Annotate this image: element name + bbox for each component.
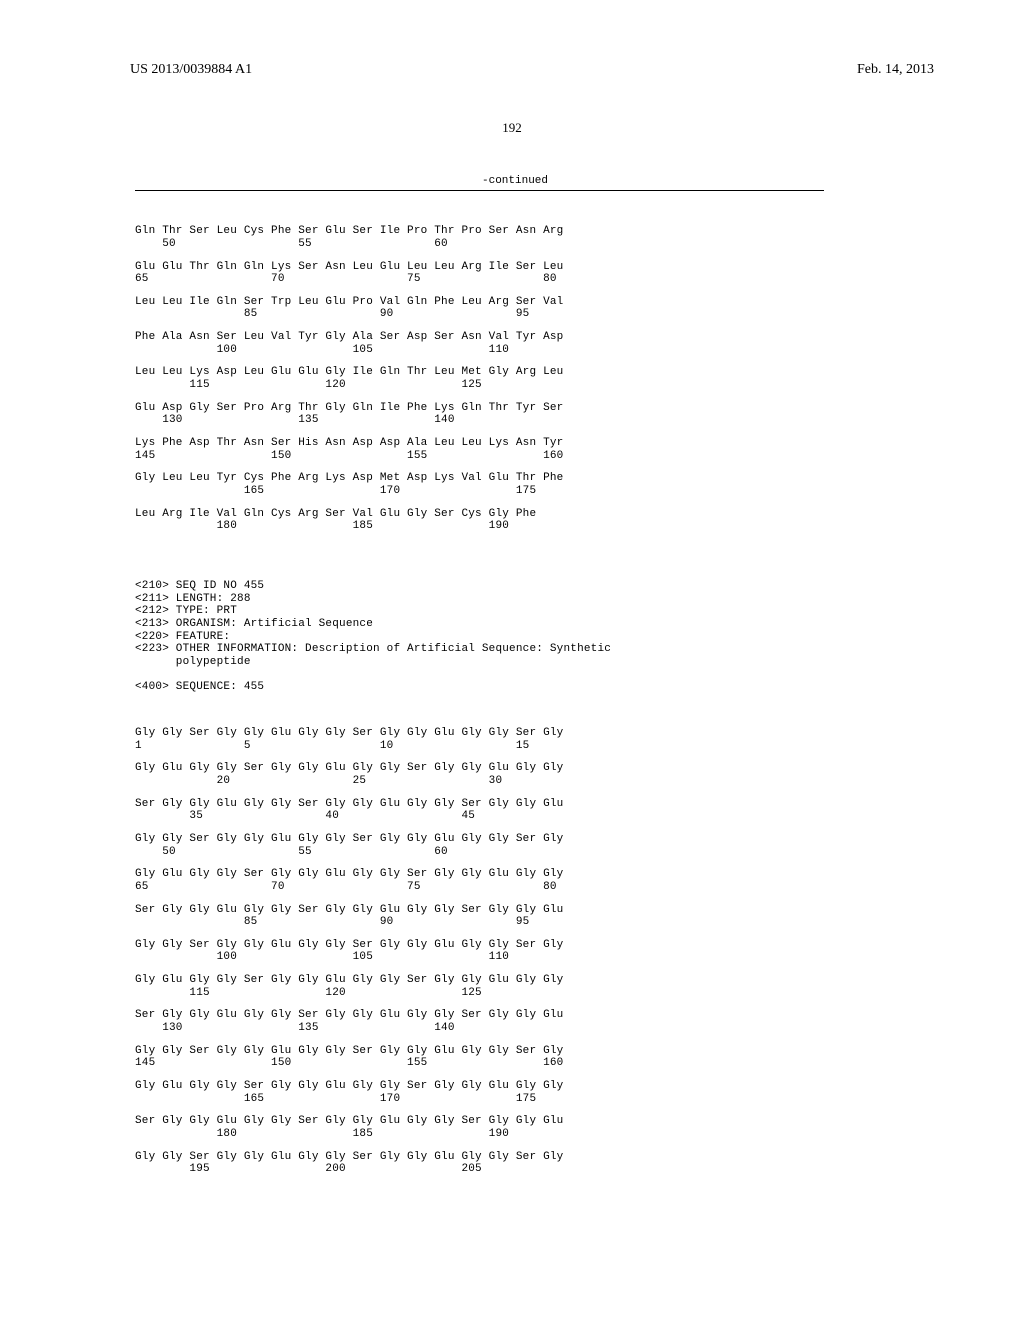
meta-line: <212> TYPE: PRT <box>135 605 824 618</box>
position-line: 50 55 60 <box>135 846 824 859</box>
sequence-row: Ser Gly Gly Glu Gly Gly Ser Gly Gly Glu … <box>135 904 824 929</box>
position-line: 20 25 30 <box>135 775 824 788</box>
amino-acid-line: Gly Gly Ser Gly Gly Glu Gly Gly Ser Gly … <box>135 1151 824 1164</box>
meta-line: <211> LENGTH: 288 <box>135 593 824 606</box>
sequence-row: Gly Glu Gly Gly Ser Gly Gly Glu Gly Gly … <box>135 1080 824 1105</box>
amino-acid-line: Ser Gly Gly Glu Gly Gly Ser Gly Gly Glu … <box>135 798 824 811</box>
seq-455-block: Gly Gly Ser Gly Gly Glu Gly Gly Ser Gly … <box>135 727 824 1176</box>
position-line: 50 55 60 <box>135 238 824 251</box>
sequence-row: Glu Glu Thr Gln Gln Lys Ser Asn Leu Glu … <box>135 261 824 286</box>
sequence-row: Gly Glu Gly Gly Ser Gly Gly Glu Gly Gly … <box>135 762 824 787</box>
position-line: 85 90 95 <box>135 308 824 321</box>
sequence-row: Leu Leu Ile Gln Ser Trp Leu Glu Pro Val … <box>135 296 824 321</box>
sequence-row: Gly Gly Ser Gly Gly Glu Gly Gly Ser Gly … <box>135 1151 824 1176</box>
sequence-row: Gly Leu Leu Tyr Cys Phe Arg Lys Asp Met … <box>135 472 824 497</box>
position-line: 85 90 95 <box>135 916 824 929</box>
sequence-row: Leu Leu Lys Asp Leu Glu Glu Gly Ile Gln … <box>135 366 824 391</box>
amino-acid-line: Leu Leu Ile Gln Ser Trp Leu Glu Pro Val … <box>135 296 824 309</box>
sequence-row: Gly Gly Ser Gly Gly Glu Gly Gly Ser Gly … <box>135 939 824 964</box>
sequence-row: Gln Thr Ser Leu Cys Phe Ser Glu Ser Ile … <box>135 225 824 250</box>
pub-number: US 2013/0039884 A1 <box>130 62 252 78</box>
amino-acid-line: Gly Gly Ser Gly Gly Glu Gly Gly Ser Gly … <box>135 1045 824 1058</box>
meta-line <box>135 669 824 682</box>
position-line: 180 185 190 <box>135 520 824 533</box>
position-line: 180 185 190 <box>135 1128 824 1141</box>
position-line: 115 120 125 <box>135 379 824 392</box>
amino-acid-line: Ser Gly Gly Glu Gly Gly Ser Gly Gly Glu … <box>135 1009 824 1022</box>
amino-acid-line: Ser Gly Gly Glu Gly Gly Ser Gly Gly Glu … <box>135 1115 824 1128</box>
meta-line: <223> OTHER INFORMATION: Description of … <box>135 643 824 656</box>
continued-label: -continued <box>482 175 548 187</box>
position-line: 35 40 45 <box>135 810 824 823</box>
sequence-row: Phe Ala Asn Ser Leu Val Tyr Gly Ala Ser … <box>135 331 824 356</box>
seq-455-meta: <210> SEQ ID NO 455<211> LENGTH: 288<212… <box>135 580 824 694</box>
position-line: 100 105 110 <box>135 344 824 357</box>
amino-acid-line: Gly Glu Gly Gly Ser Gly Gly Glu Gly Gly … <box>135 868 824 881</box>
amino-acid-line: Gly Glu Gly Gly Ser Gly Gly Glu Gly Gly … <box>135 1080 824 1093</box>
position-line: 65 70 75 80 <box>135 881 824 894</box>
seq-454-block: Gln Thr Ser Leu Cys Phe Ser Glu Ser Ile … <box>135 225 824 533</box>
position-line: 165 170 175 <box>135 485 824 498</box>
sequence-row: Lys Phe Asp Thr Asn Ser His Asn Asp Asp … <box>135 437 824 462</box>
sequence-row: Gly Glu Gly Gly Ser Gly Gly Glu Gly Gly … <box>135 974 824 999</box>
amino-acid-line: Gly Gly Ser Gly Gly Glu Gly Gly Ser Gly … <box>135 939 824 952</box>
amino-acid-line: Leu Arg Ile Val Gln Cys Arg Ser Val Glu … <box>135 508 824 521</box>
meta-line: <210> SEQ ID NO 455 <box>135 580 824 593</box>
sequence-row: Gly Gly Ser Gly Gly Glu Gly Gly Ser Gly … <box>135 1045 824 1070</box>
amino-acid-line: Leu Leu Lys Asp Leu Glu Glu Gly Ile Gln … <box>135 366 824 379</box>
amino-acid-line: Lys Phe Asp Thr Asn Ser His Asn Asp Asp … <box>135 437 824 450</box>
meta-line: polypeptide <box>135 656 824 669</box>
amino-acid-line: Gly Glu Gly Gly Ser Gly Gly Glu Gly Gly … <box>135 974 824 987</box>
amino-acid-line: Glu Glu Thr Gln Gln Lys Ser Asn Leu Glu … <box>135 261 824 274</box>
position-line: 165 170 175 <box>135 1093 824 1106</box>
amino-acid-line: Glu Asp Gly Ser Pro Arg Thr Gly Gln Ile … <box>135 402 824 415</box>
meta-line: <213> ORGANISM: Artificial Sequence <box>135 618 824 631</box>
sequence-row: Ser Gly Gly Glu Gly Gly Ser Gly Gly Glu … <box>135 1115 824 1140</box>
amino-acid-line: Gln Thr Ser Leu Cys Phe Ser Glu Ser Ile … <box>135 225 824 238</box>
horizontal-rule <box>135 190 824 191</box>
position-line: 115 120 125 <box>135 987 824 1000</box>
amino-acid-line: Gly Gly Ser Gly Gly Glu Gly Gly Ser Gly … <box>135 727 824 740</box>
position-line: 65 70 75 80 <box>135 273 824 286</box>
sequence-row: Gly Glu Gly Gly Ser Gly Gly Glu Gly Gly … <box>135 868 824 893</box>
position-line: 1 5 10 15 <box>135 740 824 753</box>
amino-acid-line: Phe Ala Asn Ser Leu Val Tyr Gly Ala Ser … <box>135 331 824 344</box>
amino-acid-line: Ser Gly Gly Glu Gly Gly Ser Gly Gly Glu … <box>135 904 824 917</box>
page-number: 192 <box>0 120 1024 136</box>
sequence-row: Leu Arg Ile Val Gln Cys Arg Ser Val Glu … <box>135 508 824 533</box>
position-line: 130 135 140 <box>135 1022 824 1035</box>
patent-page: US 2013/0039884 A1 Feb. 14, 2013 192 -co… <box>0 0 1024 1320</box>
sequence-listing: Gln Thr Ser Leu Cys Phe Ser Glu Ser Ile … <box>135 200 824 1211</box>
sequence-row: Gly Gly Ser Gly Gly Glu Gly Gly Ser Gly … <box>135 727 824 752</box>
pub-date: Feb. 14, 2013 <box>857 62 934 78</box>
position-line: 145 150 155 160 <box>135 1057 824 1070</box>
sequence-row: Gly Gly Ser Gly Gly Glu Gly Gly Ser Gly … <box>135 833 824 858</box>
position-line: 100 105 110 <box>135 951 824 964</box>
sequence-row: Ser Gly Gly Glu Gly Gly Ser Gly Gly Glu … <box>135 798 824 823</box>
sequence-row: Ser Gly Gly Glu Gly Gly Ser Gly Gly Glu … <box>135 1009 824 1034</box>
amino-acid-line: Gly Leu Leu Tyr Cys Phe Arg Lys Asp Met … <box>135 472 824 485</box>
sequence-row: Glu Asp Gly Ser Pro Arg Thr Gly Gln Ile … <box>135 402 824 427</box>
amino-acid-line: Gly Glu Gly Gly Ser Gly Gly Glu Gly Gly … <box>135 762 824 775</box>
meta-line: <400> SEQUENCE: 455 <box>135 681 824 694</box>
position-line: 145 150 155 160 <box>135 450 824 463</box>
position-line: 195 200 205 <box>135 1163 824 1176</box>
meta-line: <220> FEATURE: <box>135 631 824 644</box>
position-line: 130 135 140 <box>135 414 824 427</box>
amino-acid-line: Gly Gly Ser Gly Gly Glu Gly Gly Ser Gly … <box>135 833 824 846</box>
